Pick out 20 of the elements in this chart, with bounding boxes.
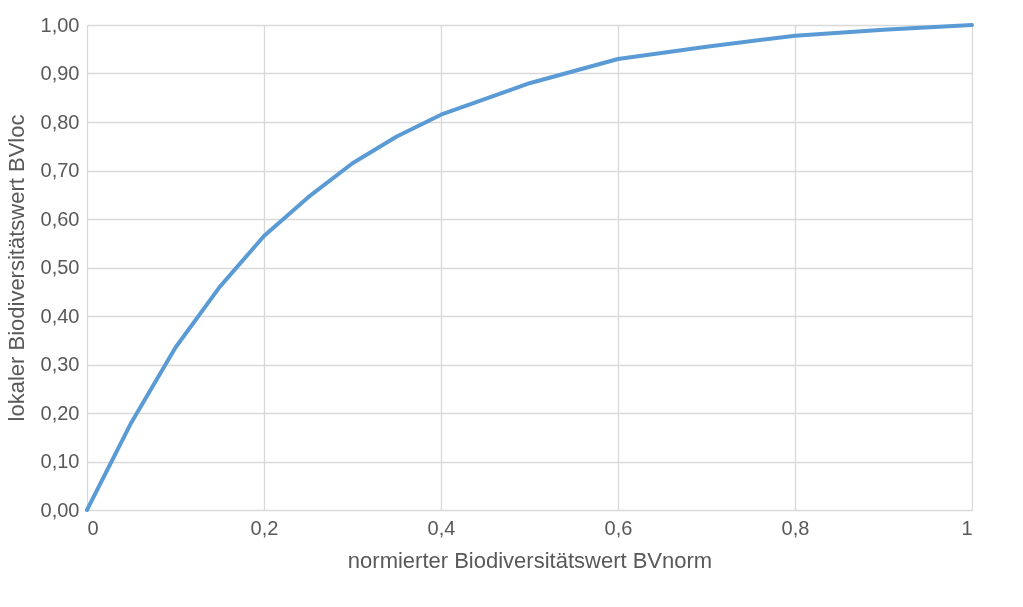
y-tick-label: 0,90 xyxy=(40,62,80,84)
x-tick-label: 0,8 xyxy=(781,516,810,539)
y-tick-label: 0,50 xyxy=(40,256,80,278)
line-series xyxy=(85,23,974,512)
y-tick-label: 0,00 xyxy=(40,498,80,521)
x-tick-label: 0,4 xyxy=(427,516,456,539)
x-tick-label: 0 xyxy=(87,516,99,539)
y-axis-title: lokaler Biodiversitätswert BVloc xyxy=(3,114,29,422)
y-tick-label: 0,40 xyxy=(40,304,80,327)
y-tick-label: 0,70 xyxy=(40,159,80,181)
y-tick-label: 0,30 xyxy=(40,353,80,375)
y-tick-label: 1,00 xyxy=(40,13,80,36)
y-tick-label: 0,20 xyxy=(40,401,80,424)
x-tick-label: 0,6 xyxy=(604,516,633,539)
y-tick-label: 0,10 xyxy=(40,450,80,472)
y-tick-label: 0,60 xyxy=(40,207,80,230)
x-tick-label: 1 xyxy=(961,516,973,539)
x-axis-title: normierter Biodiversitätswert BVnorm xyxy=(347,547,713,573)
x-tick-label: 0,2 xyxy=(250,516,279,539)
y-tick-label: 0,80 xyxy=(40,110,80,133)
